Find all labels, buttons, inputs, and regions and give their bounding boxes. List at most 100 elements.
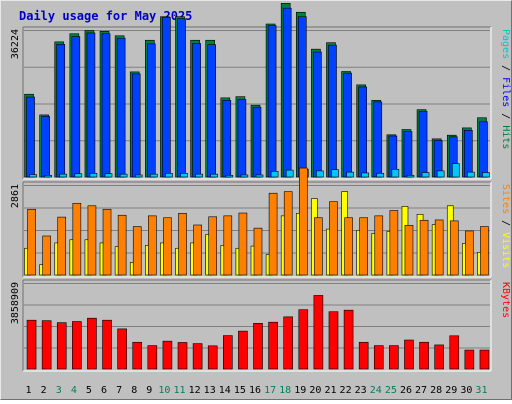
- x-tick-label: 16: [249, 385, 261, 396]
- bar-kbytes: [343, 309, 354, 370]
- bar-kbytes: [72, 321, 82, 370]
- y-max-label: 2861: [10, 184, 21, 208]
- bar-pages: [376, 173, 385, 178]
- bar-sites: [57, 216, 67, 276]
- bar-files: [373, 101, 383, 178]
- x-tick-label: 8: [131, 385, 137, 396]
- x-tick-label: 20: [309, 385, 321, 396]
- bar-files: [116, 37, 126, 178]
- bar-pages: [467, 171, 475, 178]
- bar-pages: [89, 173, 98, 178]
- bar-kbytes: [238, 330, 248, 370]
- bar-pages: [44, 175, 52, 178]
- bar-files: [56, 44, 66, 178]
- bar-kbytes: [449, 335, 460, 370]
- bar-sites: [102, 208, 112, 276]
- bar-files: [101, 33, 111, 178]
- bar-kbytes: [147, 345, 158, 370]
- bar-sites: [163, 217, 172, 276]
- bar-pages: [316, 170, 324, 178]
- bar-kbytes: [41, 320, 52, 370]
- x-tick-label: 27: [415, 385, 427, 396]
- bar-files: [162, 17, 171, 178]
- bar-files: [177, 18, 186, 178]
- bar-files: [207, 44, 217, 178]
- x-tick-label: 11: [173, 385, 185, 396]
- x-tick-label: 29: [445, 385, 457, 396]
- right-legend: Sites / Visits: [500, 184, 511, 268]
- bar-sites: [480, 226, 489, 276]
- bar-pages: [195, 173, 203, 178]
- bar-kbytes: [192, 343, 203, 370]
- bar-kbytes: [177, 342, 188, 370]
- bar-sites: [87, 205, 97, 276]
- bar-files: [222, 100, 232, 178]
- bar-sites: [72, 202, 82, 276]
- x-tick-label: 14: [219, 385, 231, 396]
- legend-sites: Sites: [500, 184, 511, 214]
- bar-kbytes: [419, 341, 429, 370]
- x-tick-label: 22: [340, 385, 352, 396]
- bar-pages: [104, 173, 113, 178]
- bar-files: [86, 32, 96, 178]
- x-tick-label: 4: [71, 385, 77, 396]
- bar-pages: [74, 173, 83, 178]
- bar-kbytes: [223, 335, 233, 370]
- x-tick-label: 7: [116, 385, 122, 396]
- x-tick-label: 26: [400, 385, 412, 396]
- x-tick-label: 19: [294, 385, 306, 396]
- bar-kbytes: [87, 317, 97, 370]
- legend-kbytes: KBytes: [500, 282, 511, 318]
- right-legend: Pages / Files / Hits: [500, 29, 511, 149]
- bar-sites: [404, 224, 414, 276]
- bar-files: [343, 72, 352, 178]
- bar-sites: [223, 215, 233, 276]
- bar-sites: [268, 192, 278, 276]
- bar-sites: [419, 219, 429, 276]
- bar-pages: [346, 171, 354, 178]
- legend-pages: Pages: [500, 29, 511, 59]
- bar-kbytes: [434, 344, 444, 370]
- bar-files: [282, 7, 292, 178]
- bar-pages: [150, 173, 158, 178]
- bar-pages: [436, 170, 445, 178]
- legend-hits: Hits: [500, 125, 511, 149]
- x-tick-label: 30: [460, 385, 472, 396]
- bar-pages: [119, 173, 128, 178]
- bar-sites: [344, 217, 353, 276]
- bar-pages: [210, 173, 219, 178]
- bar-files: [267, 25, 277, 178]
- bar-kbytes: [26, 319, 37, 370]
- bar-sites: [374, 215, 384, 276]
- x-tick-label: 5: [86, 385, 92, 396]
- x-tick-label: 23: [355, 385, 367, 396]
- bar-sites: [389, 210, 399, 276]
- bar-kbytes: [313, 295, 324, 370]
- bar-sites: [283, 191, 293, 276]
- right-legend: KBytes: [500, 282, 511, 318]
- y-max-label: 3858909: [10, 282, 21, 324]
- bar-sites: [449, 220, 459, 276]
- bar-sites: [359, 217, 368, 276]
- bar-sites: [238, 212, 248, 276]
- bar-sites: [42, 235, 51, 276]
- x-tick-label: 12: [189, 385, 201, 396]
- x-tick-label: 25: [385, 385, 397, 396]
- x-tick-label: 18: [279, 385, 291, 396]
- bar-kbytes: [389, 345, 399, 370]
- bar-sites: [329, 201, 338, 276]
- bar-sites: [148, 215, 157, 276]
- bar-kbytes: [207, 345, 218, 370]
- bar-files: [252, 106, 262, 178]
- bar-files: [328, 44, 337, 178]
- bar-pages: [331, 169, 339, 178]
- x-tick-label: 31: [475, 385, 487, 396]
- bar-files: [147, 43, 156, 178]
- x-tick-label: 1: [26, 385, 32, 396]
- bar-files: [313, 51, 322, 178]
- bar-pages: [134, 174, 143, 178]
- bar-files: [192, 43, 201, 178]
- bar-kbytes: [162, 340, 173, 370]
- bar-sites: [253, 227, 263, 276]
